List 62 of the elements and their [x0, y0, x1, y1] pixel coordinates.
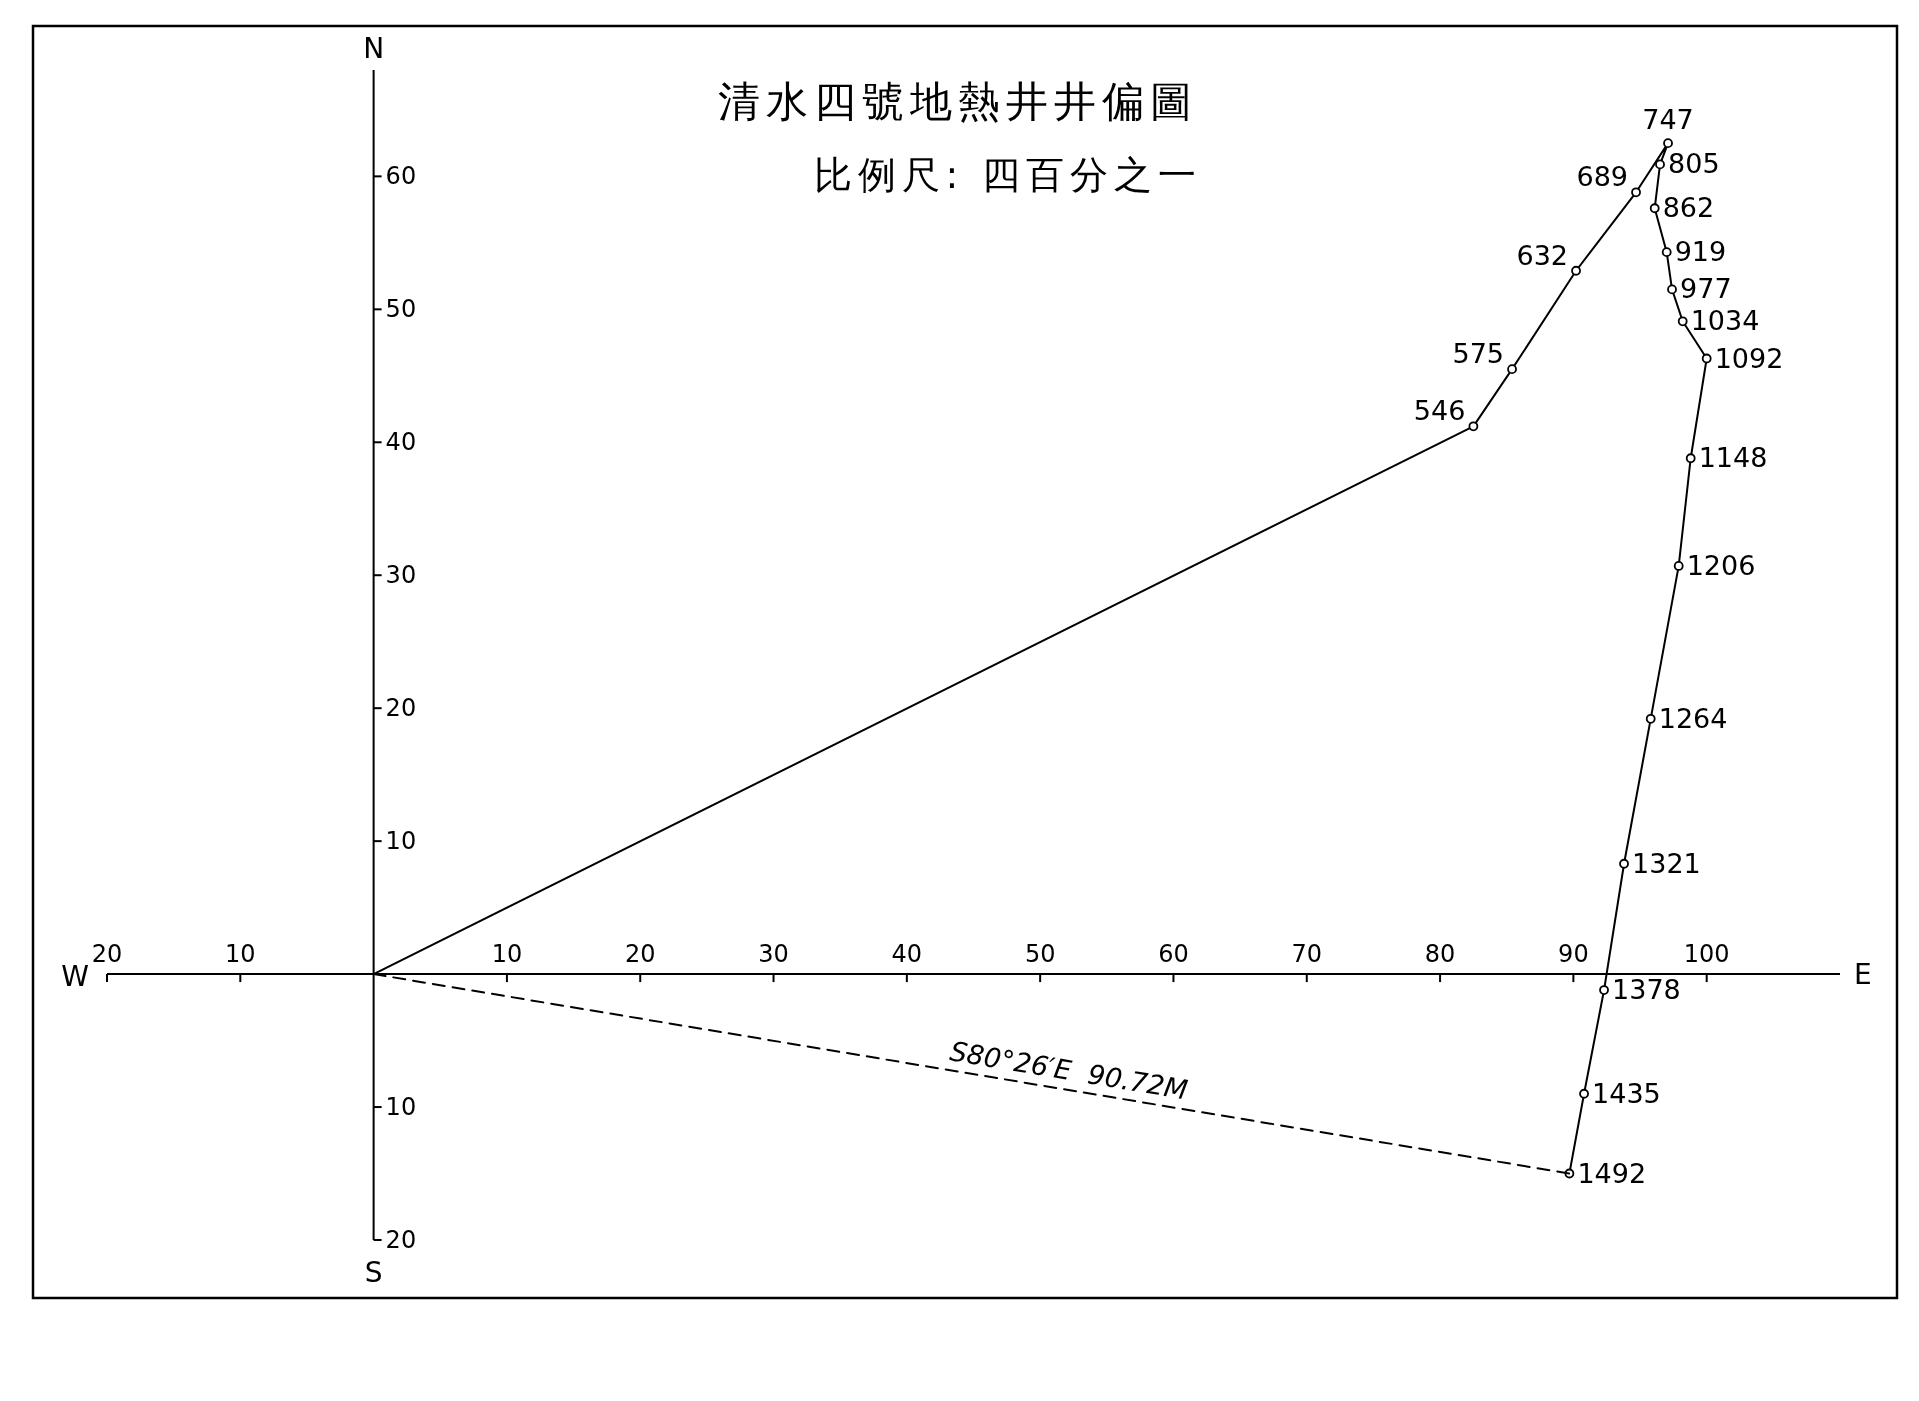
annotation: 1378: [1612, 974, 1681, 1006]
point: [1468, 421, 1479, 432]
chart-title: 清水四號地熱井井偏圖: [718, 77, 1198, 126]
point: [1645, 713, 1656, 724]
x-tick-label: 90: [1558, 940, 1589, 969]
y-tick-label: 30: [385, 561, 417, 590]
point: [1701, 353, 1712, 364]
y-tick-label: 40: [385, 428, 417, 457]
annotation: 1206: [1686, 549, 1756, 581]
annotation: 805: [1668, 148, 1720, 180]
y-tick-label: 50: [385, 295, 417, 324]
x-tick-label: 10: [491, 940, 523, 969]
x-tick-label: 20: [91, 940, 123, 969]
y-axis-title: N: [363, 32, 385, 65]
annotation: 1321: [1632, 847, 1701, 879]
annotation: 1148: [1698, 442, 1768, 474]
point: [1655, 159, 1665, 170]
point: [1685, 453, 1696, 464]
text: W: [61, 960, 89, 994]
annotation: 919: [1674, 236, 1727, 268]
x-tick-label: 70: [1291, 940, 1323, 969]
y-tick-label: 10: [385, 827, 417, 856]
annotation: 632: [1516, 239, 1569, 271]
x-axis-title: E: [1854, 958, 1872, 992]
annotation: 1092: [1714, 342, 1784, 374]
annotation: 977: [1680, 273, 1732, 305]
text: S: [364, 1256, 383, 1289]
point: [1631, 187, 1641, 198]
point: [1599, 985, 1609, 995]
x-tick-label: 60: [1158, 940, 1189, 969]
y-tick-label: 10: [385, 1093, 417, 1122]
point: [1649, 203, 1660, 214]
point: [1619, 858, 1629, 869]
y-tick-label: 20: [385, 1226, 417, 1254]
annotation: 575: [1452, 338, 1505, 370]
x-tick-label: 50: [1024, 940, 1056, 969]
x-tick-label: 100: [1683, 940, 1730, 969]
point: [1677, 316, 1688, 327]
point: [1667, 284, 1677, 295]
annotation: 862: [1662, 192, 1715, 224]
point: [1663, 138, 1673, 149]
annotation: 1492: [1577, 1157, 1647, 1189]
point: [1507, 364, 1517, 375]
annotation: 689: [1576, 161, 1629, 193]
annotation: 1264: [1658, 702, 1728, 734]
annotation: 1435: [1592, 1077, 1661, 1109]
point: [1673, 561, 1684, 571]
annotation: 747: [1642, 104, 1694, 136]
x-tick-label: 40: [891, 940, 923, 969]
point: [1571, 265, 1581, 276]
point: [1661, 247, 1672, 258]
x-tick-label: 30: [758, 940, 789, 969]
text: 比例尺: 四百分之一: [813, 153, 1203, 197]
x-tick-label: 20: [624, 940, 656, 969]
annotation: 546: [1413, 395, 1466, 427]
y-tick-label: 20: [385, 694, 417, 723]
x-tick-label: 10: [225, 940, 256, 969]
y-tick-label: 60: [385, 162, 417, 191]
x-tick-label: 80: [1424, 940, 1456, 969]
point: [1579, 1088, 1589, 1099]
annotation: S80°26′E 90.72M: [947, 1035, 1190, 1106]
annotation: 1034: [1690, 305, 1760, 337]
